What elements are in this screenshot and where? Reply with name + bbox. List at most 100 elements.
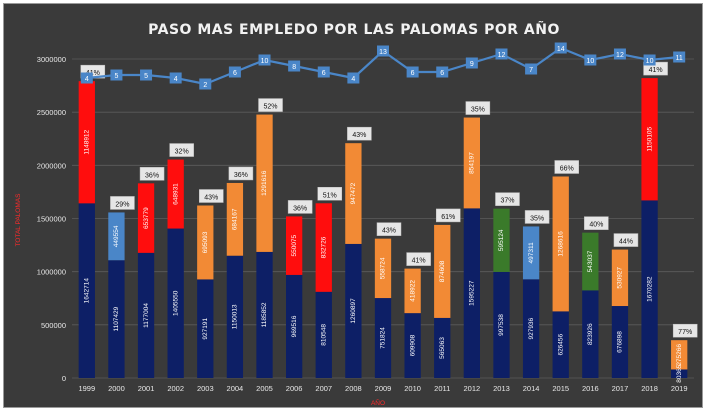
count-label: 4 [351, 76, 355, 83]
count-marker [377, 45, 389, 57]
x-tick-label: 2004 [227, 384, 244, 393]
count-marker [495, 48, 508, 60]
bar-base-value-label: 927936 [528, 317, 535, 339]
bar-base [582, 290, 599, 378]
count-label: 5 [114, 73, 118, 80]
count-marker [258, 54, 271, 66]
bar-base [345, 243, 362, 378]
x-tick-label: 2003 [197, 384, 214, 393]
bars: 1642714 1148912 1107429 449554 1177004 653779… [78, 78, 688, 383]
bar-base [522, 279, 540, 378]
percentage-box [524, 210, 550, 224]
percentage-box [584, 216, 609, 230]
bar-top-value-label: 530927 [617, 267, 624, 289]
x-tick-label: 2006 [286, 384, 303, 393]
bar-top-value-label: 648931 [172, 183, 179, 205]
percentage-box [228, 166, 254, 181]
percentage-label: 35% [471, 107, 485, 114]
percentage-label: 40% [589, 222, 603, 229]
bar-top-value-label: 1268616 [557, 231, 564, 257]
bar-top [345, 143, 362, 244]
bar-top [671, 340, 688, 370]
count-label: 6 [411, 70, 415, 77]
count-marker [317, 66, 330, 78]
bar-top [167, 159, 184, 229]
count-marker [228, 66, 241, 78]
bar-top [611, 249, 629, 307]
count-marker [288, 60, 301, 72]
bar-base-value-label: 1670282 [646, 276, 653, 302]
bar-top-value-label: 543037 [587, 250, 594, 272]
bar-top [582, 232, 599, 291]
percentage-box [672, 323, 698, 338]
bar-base [137, 252, 155, 378]
chart-title: PASO MAS EMPLEDO POR LAS PALOMAS POR AÑO [148, 21, 560, 38]
percentage-box [287, 200, 313, 214]
bar-top [256, 114, 273, 252]
bar-base-value-label: 823926 [587, 323, 594, 345]
bar-top-value-label: 1148912 [84, 129, 91, 154]
percentage-box [376, 222, 402, 236]
bar-base-value-label: 1177004 [143, 303, 150, 328]
bar-base [374, 298, 392, 378]
bar-base-value-label: 1595227 [469, 280, 476, 306]
x-tick-label: 2016 [582, 384, 599, 393]
percentage-box [199, 189, 224, 203]
percentage-box [317, 187, 343, 201]
bar-top-value-label: 684167 [232, 208, 239, 230]
bar-base-value-label: 1185852 [261, 302, 268, 327]
count-label: 6 [233, 70, 237, 77]
count-marker [554, 42, 567, 54]
chart-frame: PASO MAS EMPLEDO POR LAS PALOMAS POR AÑO… [3, 3, 703, 408]
bar-top [641, 78, 658, 201]
percentage-label: 29% [115, 201, 129, 208]
bar-top [137, 183, 155, 253]
bar-base [226, 255, 244, 378]
percentage-box [347, 126, 372, 141]
bar-base-value-label: 1150013 [232, 304, 239, 329]
y-tick-label: 2000000 [37, 161, 66, 170]
bar-base-value-label: 810548 [320, 324, 327, 346]
bar-base-value-label: 1260897 [350, 298, 357, 324]
bar-top [552, 176, 569, 312]
x-tick-label: 2011 [434, 384, 450, 393]
bar-top [197, 205, 214, 280]
bar-base-value-label: 1405550 [172, 290, 179, 316]
percentage-box [435, 208, 461, 223]
count-marker [169, 72, 182, 84]
count-line: 4 5 5 4 2 6 10 8 6 4 13 6 6 9 12 7 14 10 12 10 11 [80, 42, 686, 90]
percentage-label: 32% [175, 149, 189, 156]
count-label: 10 [586, 58, 594, 65]
bar-base-value-label: 997538 [498, 314, 505, 336]
bar-base [197, 279, 214, 378]
y-axis-ticks: 0 500000 1000000 1500000 2000000 2500000 30000… [37, 55, 66, 383]
y-tick-label: 2500000 [37, 108, 66, 117]
count-label: 12 [498, 52, 506, 59]
bar-base-value-label: 751824 [380, 327, 387, 349]
count-marker [347, 72, 360, 84]
bar-base-value-label: 1642714 [84, 278, 91, 304]
bar-top-value-label: 550075 [291, 234, 298, 256]
bar-top [315, 203, 332, 292]
percentage-labels: 41% 29% 36% 32% 43% 36% 52% 36% 51% 43% 43% 41% 61% 3… [80, 61, 698, 338]
bar-top-value-label: 695093 [202, 231, 209, 253]
bar-top-value-label: 854197 [469, 152, 476, 174]
percentage-box [406, 252, 431, 266]
bar-base-value-label: 1107429 [113, 306, 120, 331]
bar-top [374, 238, 392, 299]
y-axis-label: TOTAL PALOMAS [15, 193, 22, 247]
x-tick-label: 2012 [464, 384, 481, 393]
bar-top-value-label: 874608 [439, 260, 446, 282]
bar-top-value-label: 558724 [380, 257, 387, 279]
x-tick-label: 2008 [345, 384, 362, 393]
x-tick-label: 1999 [78, 384, 95, 393]
bar-base [285, 274, 303, 378]
percentage-label: 37% [500, 198, 514, 205]
percentage-label: 43% [204, 194, 218, 201]
x-tick-label: 2002 [167, 384, 184, 393]
count-label: 10 [646, 58, 654, 65]
bar-top [108, 212, 125, 261]
bar-base-value-label: 676898 [617, 331, 624, 353]
count-label: 7 [529, 67, 533, 74]
x-tick-label: 2018 [641, 384, 658, 393]
